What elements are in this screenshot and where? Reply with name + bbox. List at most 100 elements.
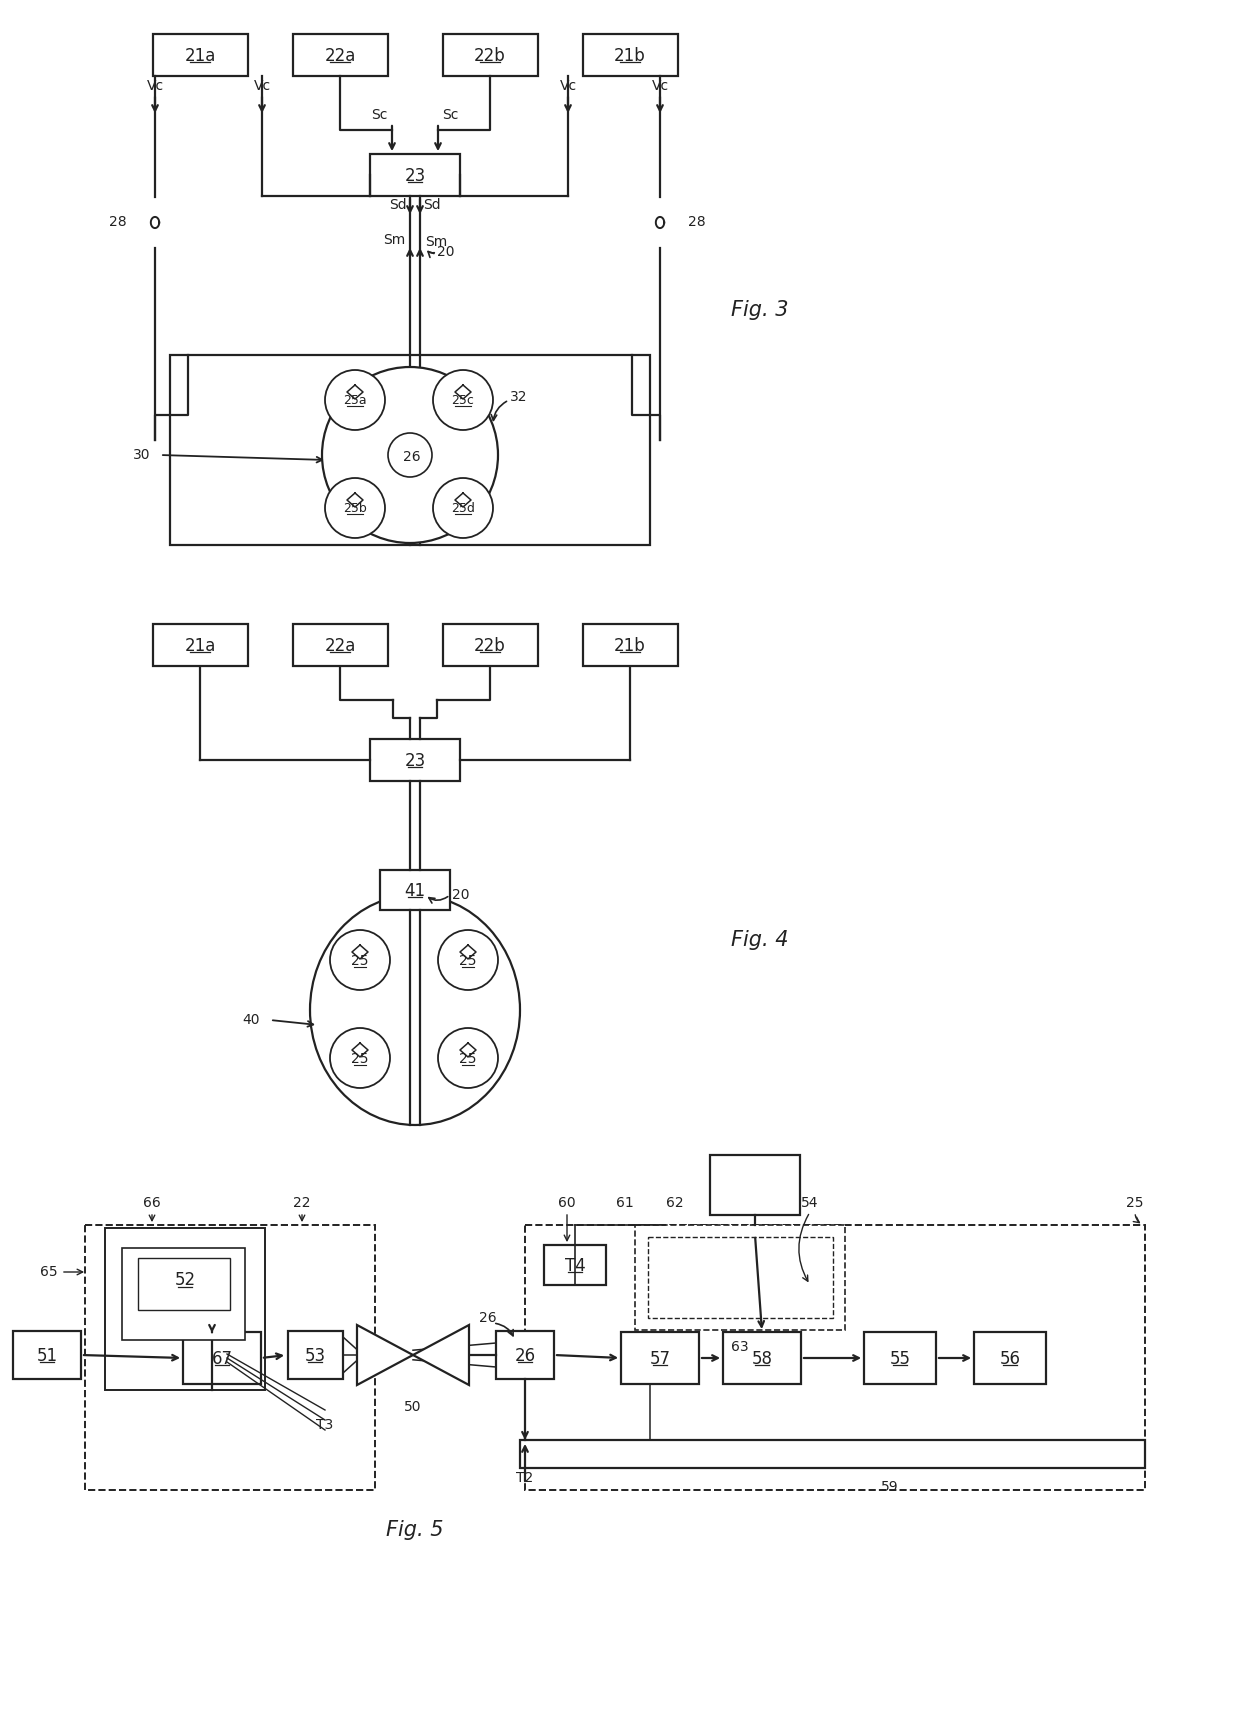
Text: Sc: Sc bbox=[372, 109, 388, 122]
Bar bbox=[583, 34, 677, 76]
Bar bbox=[544, 1245, 606, 1285]
Text: T2: T2 bbox=[516, 1471, 533, 1485]
Bar bbox=[153, 34, 248, 76]
Bar bbox=[184, 1332, 260, 1383]
Text: 21b: 21b bbox=[614, 47, 646, 66]
Text: 21b: 21b bbox=[614, 637, 646, 656]
Text: 40: 40 bbox=[243, 1013, 260, 1026]
Ellipse shape bbox=[310, 895, 520, 1125]
Text: 22b: 22b bbox=[474, 637, 506, 656]
Text: 28: 28 bbox=[688, 216, 706, 229]
Text: 25c: 25c bbox=[451, 395, 475, 407]
Text: 63: 63 bbox=[732, 1340, 749, 1354]
Bar bbox=[138, 1258, 229, 1309]
Bar bbox=[370, 154, 460, 197]
Text: 25: 25 bbox=[351, 1052, 368, 1066]
Bar bbox=[496, 1332, 554, 1378]
Text: Vc: Vc bbox=[253, 79, 270, 93]
Bar bbox=[122, 1247, 246, 1340]
Text: 54: 54 bbox=[801, 1195, 818, 1209]
Text: 20: 20 bbox=[436, 245, 455, 259]
Text: 21a: 21a bbox=[185, 47, 216, 66]
Circle shape bbox=[438, 930, 498, 990]
Text: 25: 25 bbox=[459, 1052, 476, 1066]
Circle shape bbox=[325, 478, 384, 538]
Text: 25d: 25d bbox=[451, 502, 475, 516]
Bar bbox=[443, 624, 537, 666]
Text: Sd: Sd bbox=[389, 198, 407, 212]
Text: Vc: Vc bbox=[651, 79, 668, 93]
Text: Fig. 4: Fig. 4 bbox=[732, 930, 789, 950]
Text: 22: 22 bbox=[293, 1195, 311, 1209]
Text: 66: 66 bbox=[143, 1195, 161, 1209]
Text: 22a: 22a bbox=[325, 637, 356, 656]
Bar bbox=[370, 738, 460, 781]
Text: 22a: 22a bbox=[325, 47, 356, 66]
Text: 26: 26 bbox=[403, 450, 420, 464]
Circle shape bbox=[433, 369, 494, 430]
Text: 26: 26 bbox=[479, 1311, 497, 1325]
Text: 26: 26 bbox=[515, 1347, 536, 1364]
Bar bbox=[525, 1225, 1145, 1490]
Text: Fig. 3: Fig. 3 bbox=[732, 300, 789, 321]
Circle shape bbox=[322, 367, 498, 543]
Text: 50: 50 bbox=[404, 1401, 422, 1414]
Bar bbox=[288, 1332, 342, 1378]
Text: 30: 30 bbox=[133, 448, 150, 462]
Text: 22b: 22b bbox=[474, 47, 506, 66]
Text: 25a: 25a bbox=[343, 395, 367, 407]
Text: 51: 51 bbox=[36, 1347, 57, 1364]
Text: 67: 67 bbox=[212, 1351, 233, 1368]
Bar bbox=[635, 1225, 844, 1330]
Text: Sc: Sc bbox=[441, 109, 459, 122]
Text: Vc: Vc bbox=[146, 79, 164, 93]
Text: T4: T4 bbox=[564, 1258, 585, 1275]
Circle shape bbox=[325, 369, 384, 430]
Text: 25: 25 bbox=[459, 954, 476, 968]
Bar bbox=[379, 869, 450, 911]
Bar bbox=[12, 1332, 81, 1378]
Text: 28: 28 bbox=[109, 216, 126, 229]
Text: Vc: Vc bbox=[559, 79, 577, 93]
Bar bbox=[723, 1332, 801, 1383]
Bar bbox=[583, 624, 677, 666]
Circle shape bbox=[438, 1028, 498, 1088]
Circle shape bbox=[433, 478, 494, 538]
Text: 20: 20 bbox=[453, 888, 470, 902]
Bar bbox=[621, 1332, 699, 1383]
Polygon shape bbox=[357, 1325, 413, 1385]
Polygon shape bbox=[413, 1325, 469, 1385]
Text: 60: 60 bbox=[558, 1195, 575, 1209]
Text: Sm: Sm bbox=[383, 233, 405, 247]
Text: 32: 32 bbox=[510, 390, 527, 404]
Text: T3: T3 bbox=[316, 1418, 334, 1432]
Text: 62: 62 bbox=[666, 1195, 683, 1209]
Bar bbox=[649, 1237, 833, 1318]
Text: 25: 25 bbox=[351, 954, 368, 968]
Text: Fig. 5: Fig. 5 bbox=[386, 1520, 444, 1540]
Text: 56: 56 bbox=[999, 1351, 1021, 1368]
Bar bbox=[105, 1228, 265, 1390]
Bar bbox=[711, 1156, 800, 1214]
Bar bbox=[973, 1332, 1047, 1383]
Text: 23: 23 bbox=[404, 167, 425, 185]
Bar bbox=[864, 1332, 936, 1383]
Bar bbox=[443, 34, 537, 76]
Text: 57: 57 bbox=[650, 1351, 671, 1368]
Circle shape bbox=[330, 1028, 391, 1088]
Circle shape bbox=[388, 433, 432, 478]
Text: 21a: 21a bbox=[185, 637, 216, 656]
Text: 52: 52 bbox=[175, 1271, 196, 1289]
Text: 23: 23 bbox=[404, 752, 425, 769]
Text: 41: 41 bbox=[404, 881, 425, 900]
Text: 55: 55 bbox=[889, 1351, 910, 1368]
Text: 25b: 25b bbox=[343, 502, 367, 516]
Text: 58: 58 bbox=[751, 1351, 773, 1368]
Text: 25: 25 bbox=[1126, 1195, 1143, 1209]
Text: Sd: Sd bbox=[423, 198, 440, 212]
Bar bbox=[170, 355, 650, 545]
Bar bbox=[86, 1225, 374, 1490]
Bar bbox=[153, 624, 248, 666]
Text: 53: 53 bbox=[305, 1347, 326, 1364]
Text: Sm: Sm bbox=[425, 235, 448, 248]
